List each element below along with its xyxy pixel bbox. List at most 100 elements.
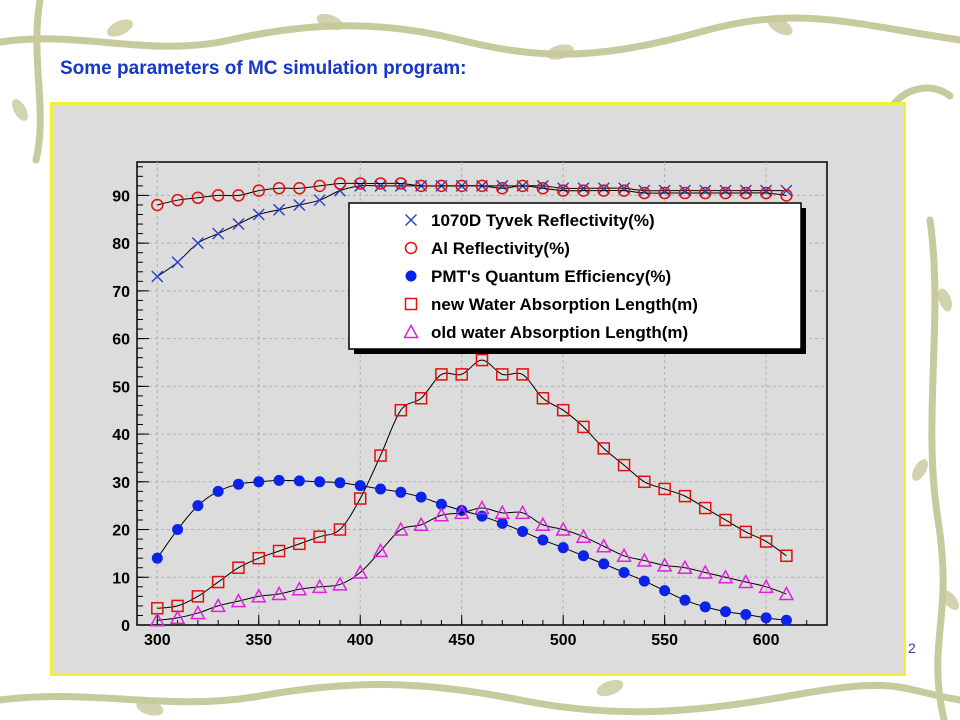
data-point (780, 189, 793, 202)
data-point (719, 184, 732, 197)
slide-title: Some parameters of MC simulation program… (60, 58, 467, 79)
data-point (476, 510, 488, 522)
data-point (537, 534, 549, 546)
data-point (374, 449, 387, 462)
data-point (760, 184, 773, 197)
data-point (517, 525, 529, 537)
legend-label: PMT's Quantum Efficiency(%) (431, 267, 671, 286)
data-point (232, 189, 245, 202)
data-point (720, 606, 732, 618)
data-point (190, 604, 206, 620)
data-point (272, 544, 286, 558)
data-point (739, 525, 753, 539)
data-point (313, 179, 326, 193)
data-point (314, 476, 326, 488)
y-tick-label: 80 (112, 236, 130, 253)
series-5 (149, 499, 795, 627)
data-point (171, 193, 184, 207)
y-tick-label: 40 (112, 427, 130, 444)
data-point (313, 194, 326, 207)
data-point (677, 559, 693, 574)
data-point (394, 403, 408, 417)
data-point (656, 557, 673, 572)
data-point (151, 270, 164, 283)
data-point (494, 504, 511, 520)
data-point (698, 501, 712, 515)
series-line (157, 507, 787, 621)
data-point (212, 227, 225, 240)
data-point (719, 186, 732, 200)
data-point (230, 593, 247, 608)
data-point (253, 476, 265, 488)
legend-label: new Water Absorption Length(m) (431, 295, 698, 314)
data-point (211, 189, 225, 202)
chart-frame: 300 350 400 450 500 550 600 0 10 20 30 40 50 60 70 80 90… (50, 102, 906, 676)
y-tick-label: 70 (112, 284, 130, 301)
data-point (556, 403, 570, 417)
x-tick-label: 350 (245, 632, 272, 649)
data-point (232, 478, 244, 490)
data-point (740, 608, 752, 620)
y-tick-label: 60 (112, 332, 130, 349)
data-point (638, 475, 651, 489)
data-point (577, 420, 590, 434)
data-point (372, 542, 389, 558)
data-point (435, 498, 447, 510)
data-point (598, 558, 610, 570)
data-point (780, 614, 792, 626)
data-point (353, 492, 367, 505)
data-point (514, 504, 531, 520)
data-point (577, 182, 590, 195)
data-point (455, 179, 468, 193)
data-point (555, 521, 571, 536)
data-point (536, 179, 549, 192)
data-point (273, 203, 286, 216)
data-point (374, 177, 387, 190)
data-point (575, 528, 592, 543)
data-point (617, 184, 631, 197)
data-point (211, 575, 225, 589)
y-tick-label: 20 (112, 523, 130, 540)
data-point (251, 588, 267, 603)
data-point (453, 504, 470, 520)
series-4 (151, 353, 793, 615)
data-point (435, 179, 448, 193)
data-point (618, 182, 631, 195)
data-point (414, 179, 428, 193)
data-point (618, 566, 630, 578)
data-point (616, 547, 632, 563)
data-point (232, 218, 245, 231)
data-point (577, 184, 590, 197)
data-point (232, 561, 245, 574)
legend-label: old water Absorption Length(m) (431, 323, 688, 342)
data-point (516, 179, 529, 193)
data-point (191, 191, 205, 205)
data-point (739, 184, 752, 197)
data-point (311, 578, 328, 594)
data-point (759, 186, 773, 200)
data-point (638, 186, 651, 200)
data-point (332, 576, 348, 591)
data-point (435, 368, 448, 381)
data-point (536, 182, 550, 195)
data-point (638, 575, 650, 587)
data-point (535, 516, 551, 532)
data-point (617, 458, 631, 472)
x-tick-label: 550 (651, 632, 678, 649)
data-point (496, 182, 509, 195)
data-point (313, 530, 326, 543)
data-point (699, 601, 711, 613)
data-point (394, 179, 407, 192)
data-point (151, 198, 164, 212)
data-point (252, 184, 266, 197)
data-point (658, 184, 671, 197)
legend-marker (405, 214, 417, 226)
data-point (395, 486, 407, 498)
data-point (353, 177, 367, 190)
data-point (169, 609, 186, 625)
data-point (679, 594, 691, 606)
data-point (192, 500, 204, 512)
data-point (474, 499, 490, 515)
series-line (157, 182, 787, 206)
data-point (191, 590, 205, 603)
